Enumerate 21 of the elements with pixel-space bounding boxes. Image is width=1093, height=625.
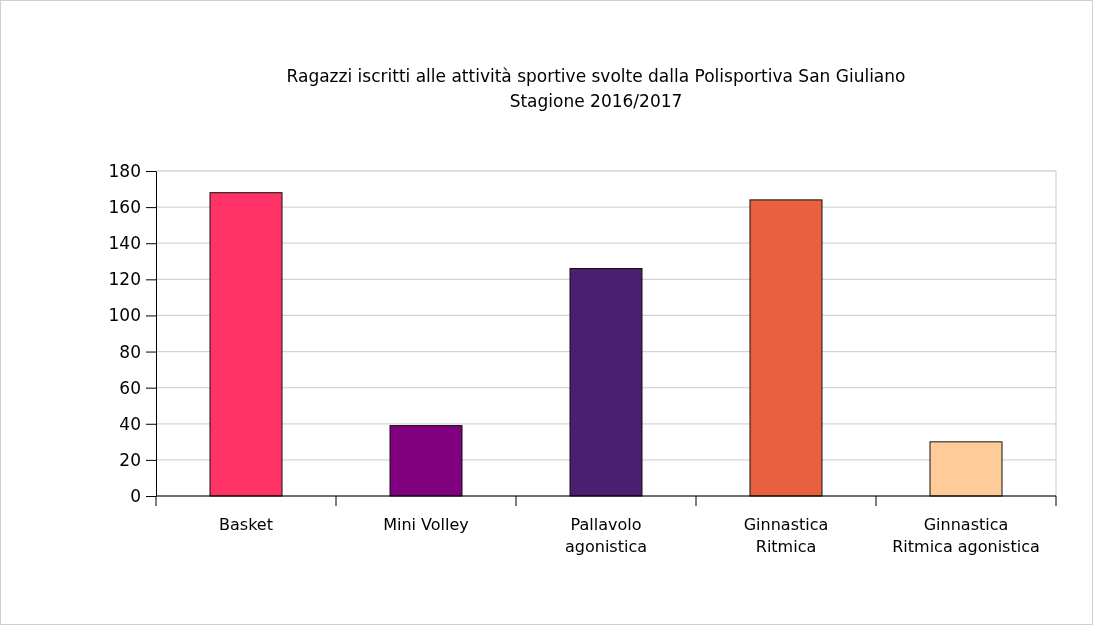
x-tick-label: Ginnastica Ritmica — [743, 515, 829, 556]
x-tick-label: Ginnastica Ritmica agonistica — [892, 515, 1040, 556]
y-tick-label: 140 — [108, 233, 141, 254]
bar — [209, 192, 283, 497]
bar — [569, 268, 643, 497]
y-tick-label: 160 — [108, 197, 141, 218]
y-tick-label: 20 — [119, 449, 141, 470]
y-tick-label: 40 — [119, 413, 141, 434]
y-tick-label: 80 — [119, 341, 141, 362]
y-tick-label: 120 — [108, 269, 141, 290]
chart-title: Ragazzi iscritti alle attività sportive svolte dalla Polisportiva San Giuliano Stagione 2016/2017 — [286, 66, 906, 111]
y-tick-label: 60 — [119, 377, 141, 398]
y-tick-label: 0 — [130, 485, 141, 506]
bar — [389, 425, 463, 497]
x-tick-label: Pallavolo agonistica — [565, 515, 647, 556]
bar — [749, 199, 823, 497]
x-tick-label: Basket — [219, 515, 273, 534]
y-tick-label: 180 — [108, 160, 141, 181]
y-tick-label: 100 — [108, 305, 141, 326]
x-tick-label: Mini Volley — [383, 515, 469, 534]
bar — [929, 441, 1003, 497]
